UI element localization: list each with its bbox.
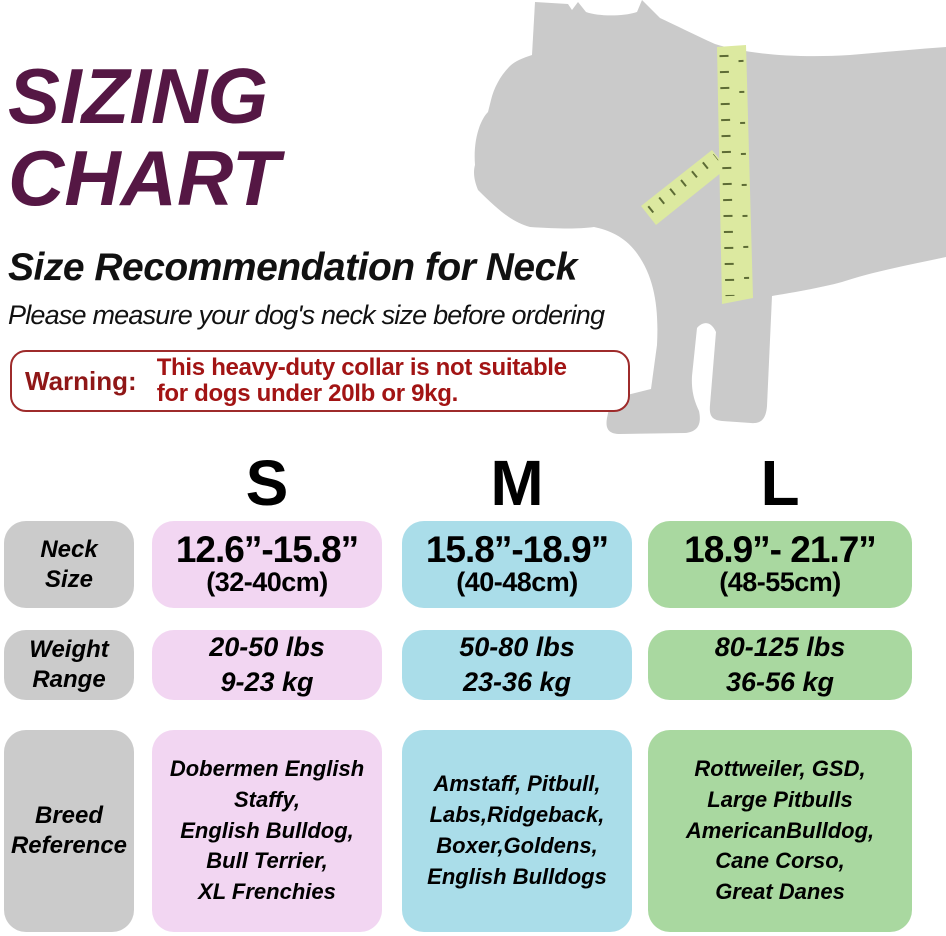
cell-neck-size-m: 15.8”-18.9” (40-48cm): [402, 521, 632, 608]
row-label-weight-range: Weight Range: [4, 630, 134, 700]
tape-vertical-band: [717, 45, 753, 304]
dog-body-shape: [474, 0, 946, 434]
neck-cm: (32-40cm): [206, 567, 328, 598]
weight-value: 20-50 lbs 9-23 kg: [209, 631, 325, 697]
neck-cm: (40-48cm): [456, 567, 578, 598]
cell-weight-s: 20-50 lbs 9-23 kg: [152, 630, 382, 700]
neck-cm: (48-55cm): [719, 567, 841, 598]
cell-weight-l: 80-125 lbs 36-56 kg: [648, 630, 912, 700]
breed-list: Rottweiler, GSD, Large Pitbulls American…: [685, 756, 875, 905]
tape-ticks-diagonal: [647, 153, 719, 214]
measuring-tape-icon: [641, 45, 753, 304]
dog-illustration: [460, 0, 946, 450]
column-header-s: S: [245, 447, 289, 519]
row-label-breed-reference: Breed Reference: [4, 730, 134, 932]
column-header-l: L: [760, 447, 800, 519]
weight-value: 80-125 lbs 36-56 kg: [714, 631, 846, 697]
cell-breeds-s: Dobermen English Staffy, English Bulldog…: [152, 730, 382, 932]
warning-box: Warning: This heavy-duty collar is not s…: [10, 350, 630, 412]
page-title-line2: CHART: [8, 133, 280, 222]
neck-inches: 12.6”-15.8”: [175, 529, 359, 571]
measure-note: Please measure your dog's neck size befo…: [8, 300, 605, 330]
cell-neck-size-l: 18.9”- 21.7” (48-55cm): [648, 521, 912, 608]
warning-label: Warning:: [25, 365, 137, 396]
row-label-neck-size: Neck Size: [4, 521, 134, 608]
column-header-m: M: [490, 447, 544, 519]
cell-breeds-l: Rottweiler, GSD, Large Pitbulls American…: [648, 730, 912, 932]
neck-inches: 15.8”-18.9”: [425, 529, 609, 571]
cell-neck-size-s: 12.6”-15.8” (32-40cm): [152, 521, 382, 608]
cell-weight-m: 50-80 lbs 23-36 kg: [402, 630, 632, 700]
subtitle: Size Recommendation for Neck: [8, 246, 577, 289]
warning-text: This heavy-duty collar is not suitable f…: [156, 353, 567, 407]
breed-list: Amstaff, Pitbull, Labs,Ridgeback, Boxer,…: [427, 771, 607, 889]
cell-breeds-m: Amstaff, Pitbull, Labs,Ridgeback, Boxer,…: [402, 730, 632, 932]
weight-value: 50-80 lbs 23-36 kg: [459, 631, 575, 697]
tape-diagonal-band: [641, 150, 727, 225]
row-label-text: Neck Size: [40, 535, 98, 593]
page-title: SIZING CHART: [8, 52, 280, 222]
neck-inches: 18.9”- 21.7”: [684, 529, 877, 571]
page-title-line1: SIZING: [8, 52, 269, 140]
dog-silhouette-icon: [474, 0, 946, 434]
row-label-text: Breed Reference: [10, 802, 128, 859]
breed-list: Dobermen English Staffy, English Bulldog…: [169, 756, 365, 905]
row-label-text: Weight Range: [29, 636, 109, 693]
